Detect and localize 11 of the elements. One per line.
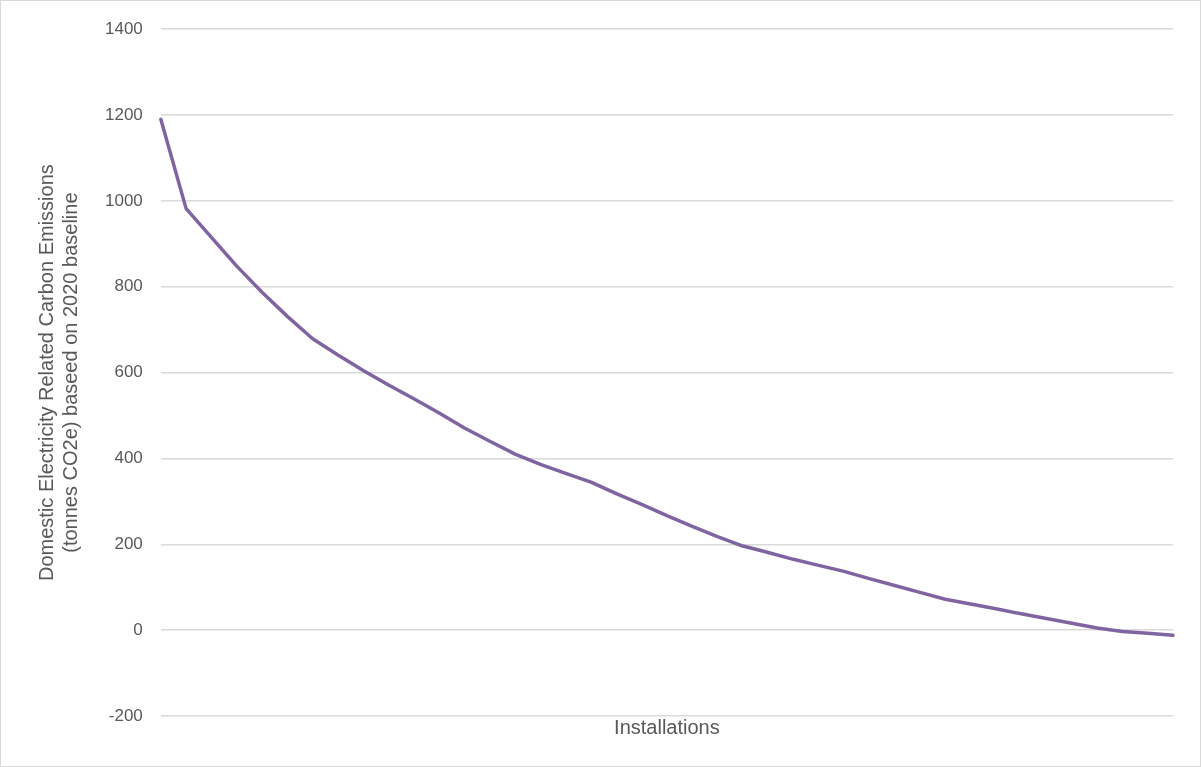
y-tick-label: 1000 (104, 190, 143, 210)
y-tick-label: 200 (114, 533, 143, 553)
y-tick-label: 1400 (104, 18, 143, 38)
y-tick-label: -200 (108, 705, 143, 725)
y-tick-label: 400 (114, 448, 143, 468)
x-axis-title: Installations (614, 715, 720, 738)
y-tick-label: 0 (133, 619, 143, 639)
y-tick-label: 1200 (104, 104, 143, 124)
y-tick-label: 800 (114, 276, 143, 296)
y-axis-title: Domestic Electricity Related Carbon Emissions (tonnes CO2e) baseed on 2020 baseline (34, 164, 81, 582)
y-tick-label: 600 (114, 362, 143, 382)
